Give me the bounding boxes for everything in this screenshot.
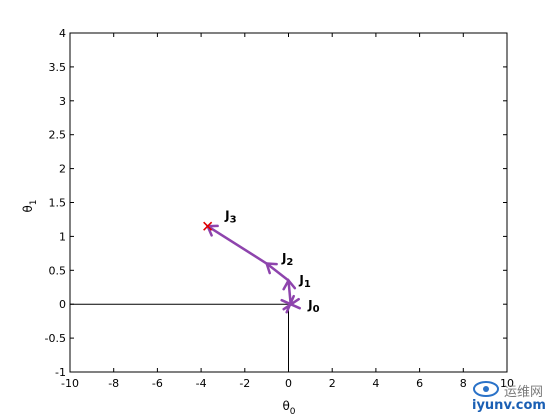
x-axis-ticks: -10 -8 -6 -4 -2 0 2 4 6 8 10 [61,33,514,390]
x-tick-label: -2 [239,377,250,390]
x-tick-label: -8 [108,377,119,390]
x-tick-label: 0 [285,377,292,390]
reference-lines [70,303,289,372]
y-tick-label: 2 [59,163,66,176]
x-tick-label: 2 [329,377,336,390]
descent-step-line [265,262,290,282]
minimum-marker [203,221,213,231]
annotation-label: J0 [307,298,319,315]
descent-step-line [287,279,292,306]
y-tick-label: 3.5 [49,61,67,74]
y-axis-label: θ1 [21,199,39,212]
watermark: 运维网 iyunv.com [470,380,554,416]
y-tick-label: -0.5 [45,332,66,345]
x-axis-label: θ0 [282,399,295,417]
annotation-label: J2 [281,251,293,268]
y-tick-label: 0.5 [49,264,67,277]
x-tick-label: 8 [460,377,467,390]
y-axis-ticks: -1 -0.5 0 0.5 1 1.5 2 2.5 3 3.5 4 [45,27,507,379]
x-tick-label: 6 [416,377,423,390]
watermark-top-text: 运维网 [504,385,544,400]
watermark-logo [473,381,499,397]
y-tick-label: 2.5 [49,129,67,142]
annotation-label: J1 [298,273,310,290]
y-tick-label: 4 [59,27,66,40]
minimum-x-mark [203,221,213,231]
y-tick-label: -1 [55,366,66,379]
x-tick-label: -10 [61,377,79,390]
y-tick-label: 0 [59,298,66,311]
watermark-bottom-text: iyunv.com [472,398,546,413]
x-tick-label: -4 [196,377,207,390]
x-tick-label: -6 [152,377,163,390]
x-tick-label: 10 [500,377,514,390]
x-tick-label: 4 [372,377,379,390]
y-tick-label: 1.5 [49,197,67,210]
descent-start-scribble [280,294,301,314]
annotation-label: J3 [224,208,236,225]
y-tick-label: 1 [59,230,66,243]
y-tick-label: 3 [59,95,66,108]
descent-path [205,224,301,314]
annotations: J3 J2 J1 J0 [224,208,319,314]
descent-step-line [206,224,268,265]
